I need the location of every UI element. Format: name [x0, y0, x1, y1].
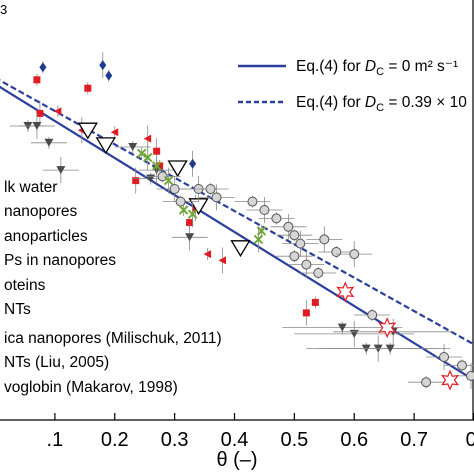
data-point-cnts — [385, 344, 395, 353]
data-point-silica-nanopores — [271, 213, 282, 224]
data-point-cnts — [185, 233, 195, 242]
x-ticks: .1 0.2 0.3 0.4 0.5 0.6 0.7 0. — [47, 413, 474, 451]
data-point-silica-nanopores — [301, 259, 312, 270]
data-point-proteins — [142, 152, 153, 163]
x-axis-label: θ (–) — [216, 449, 257, 471]
data-point-cnts — [337, 323, 347, 332]
data-point-silica-nanopores — [367, 310, 378, 320]
data-point-proteins — [178, 205, 189, 215]
data-point-silica-nanopores — [466, 370, 474, 381]
x-tick-label: 0.3 — [161, 429, 189, 451]
data-point-cnts — [32, 122, 42, 130]
data-point-silica-nanopores — [349, 249, 360, 260]
data-point-nanoparticles — [110, 128, 119, 137]
legend-series: lk water nanopores anoparticles Ps in na… — [4, 179, 222, 396]
x-tick-label: 0.7 — [400, 429, 428, 451]
data-point-silica-nanopores — [157, 171, 168, 182]
data-point-myoglobin — [230, 240, 251, 258]
data-point-proteins — [187, 209, 198, 219]
fit-line-dashed — [0, 79, 474, 346]
legend-entry: Ps in nanopores — [4, 252, 116, 269]
data-point-silica-nanopores — [439, 352, 450, 362]
data-point-nanopores — [39, 62, 47, 73]
data-point-silica-nanopores — [457, 360, 468, 371]
data-point-silica-nanopores — [319, 234, 330, 245]
data-point-silica-nanopores — [205, 184, 216, 194]
data-point-nanopores — [189, 158, 197, 169]
data-point-bulk-water — [186, 219, 194, 227]
legend-entry: anoparticles — [4, 228, 88, 245]
data-point-bulk-water — [153, 147, 161, 155]
data-point-nanoparticles — [203, 250, 212, 259]
data-point-cnts-liu — [336, 281, 355, 303]
data-point-silica-nanopores — [259, 205, 270, 215]
data-point-myoglobin — [167, 160, 188, 178]
data-point-nanopores — [99, 60, 107, 71]
data-point-bulk-water — [311, 298, 319, 306]
data-point-nanoparticles — [53, 107, 62, 116]
data-point-nanoparticles — [143, 134, 152, 143]
data-point-bulk-water — [36, 109, 44, 117]
data-point-proteins — [163, 175, 174, 186]
legend-fit-solid-label: Eq.(4) for DC = 0 m² s⁻¹ — [296, 58, 458, 78]
data-point-nanopores — [105, 70, 113, 81]
data-point-nanoparticles — [218, 256, 227, 265]
data-point-silica-nanopores — [313, 268, 324, 278]
legend-fit: Eq.(4) for DC = 0 m² s⁻¹ Eq.(4) for DC =… — [238, 58, 467, 114]
data-point-silica-nanopores — [289, 251, 300, 262]
x-tick-label: 0.2 — [101, 429, 129, 451]
data-point-bulk-water — [156, 162, 164, 170]
data-point-cnts — [44, 138, 54, 147]
data-point-bulk-water — [302, 309, 310, 317]
data-point-cnts-liu — [441, 369, 460, 391]
data-point-bulk-water — [132, 177, 140, 185]
data-point-silica-nanopores — [421, 377, 432, 388]
data-point-proteins — [253, 234, 264, 245]
data-point-silica-nanopores — [247, 196, 258, 207]
legend-entry: NTs — [4, 301, 31, 318]
data-point-proteins — [151, 161, 162, 171]
data-point-silica-nanopores — [331, 247, 342, 257]
legend-entry: lk water — [4, 179, 57, 196]
data-point-cnts — [128, 143, 138, 151]
data-point-silica-nanopores — [283, 221, 294, 232]
legend-entry: oteins — [4, 277, 46, 294]
data-point-myoglobin — [95, 137, 116, 155]
data-point-silica-nanopores — [211, 192, 222, 203]
corner-label: 3 — [0, 2, 7, 17]
data-point-silica-nanopores — [169, 184, 180, 194]
data-point-myoglobin — [77, 122, 98, 140]
x-tick-label: 0.5 — [280, 429, 308, 451]
data-point-proteins — [136, 148, 147, 159]
data-point-cnts-liu — [378, 317, 397, 339]
data-point-silica-nanopores — [289, 230, 300, 241]
data-point-bulk-water — [33, 76, 41, 84]
x-tick-label: 0. — [466, 429, 474, 451]
legend-entry: ica nanopores (Milischuk, 2011) — [4, 330, 222, 347]
data-point-silica-nanopores — [295, 238, 306, 249]
legend-entry: NTs (Liu, 2005) — [4, 354, 109, 371]
x-tick-label: 0.6 — [340, 429, 368, 451]
data-point-cnts — [56, 166, 66, 175]
plot-area: .1 0.2 0.3 0.4 0.5 0.6 0.7 0. — [0, 0, 474, 451]
legend-fit-dashed-label: Eq.(4) for DC = 0.39 × 10 — [296, 94, 467, 114]
legend-entry: nanopores — [4, 203, 78, 220]
data-points — [9, 52, 474, 391]
x-tick-label: .1 — [47, 429, 64, 451]
data-point-bulk-water — [84, 84, 92, 92]
legend-entry: voglobin (Makarov, 1998) — [4, 379, 178, 396]
x-tick-label: 0.4 — [221, 429, 249, 451]
